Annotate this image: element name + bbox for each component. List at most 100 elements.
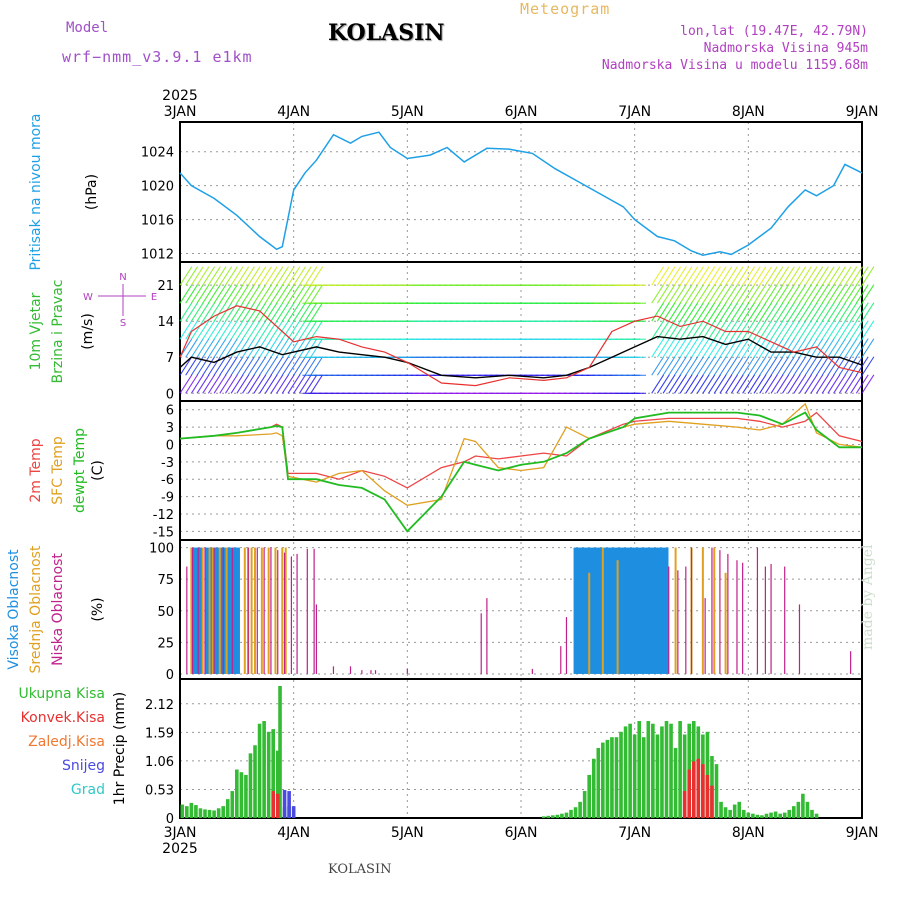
- wind-barb: [259, 374, 272, 394]
- wind-barb: [850, 320, 863, 340]
- cloud-low-bar: [349, 666, 352, 674]
- cloud-high-bar: [664, 547, 669, 674]
- cloud-high-bar: [599, 547, 604, 674]
- y-tick-label: 0: [166, 387, 174, 402]
- wind-barb: [827, 374, 841, 394]
- wind-barb: [298, 320, 312, 340]
- precip-total-bar: [253, 745, 257, 818]
- cloud-mid-bar: [724, 572, 727, 674]
- wind-barb: [787, 302, 801, 322]
- wind-barb: [207, 320, 221, 340]
- wind-barb: [685, 338, 699, 358]
- cloud-mid-bar: [208, 547, 211, 674]
- wind-barb: [696, 374, 710, 394]
- wind-barb: [247, 302, 261, 322]
- wind-barb: [827, 356, 841, 376]
- precip-conv-bar: [682, 791, 687, 818]
- cloud-high-bar: [633, 547, 638, 674]
- wind-barb: [804, 302, 818, 322]
- wind-barb: [253, 266, 267, 286]
- cloud-low-bar: [296, 553, 298, 674]
- top-day-label: 3JAN: [164, 104, 197, 120]
- wind-barb: [696, 284, 710, 304]
- precip-total-bar: [225, 799, 230, 818]
- wind-barb: [264, 284, 278, 304]
- wind-barb: [764, 302, 778, 322]
- precip-conv-bar: [710, 785, 714, 818]
- wind-barb: [770, 320, 784, 340]
- precip-total-bar: [560, 813, 564, 818]
- wind-barb: [816, 284, 829, 304]
- wind-barb: [190, 320, 204, 340]
- wind-barb: [770, 266, 784, 286]
- wind-barb: [213, 302, 227, 322]
- wind-barb: [270, 374, 284, 394]
- wind-barb: [844, 356, 858, 376]
- wind-barb: [799, 374, 812, 394]
- wind-barb: [298, 356, 312, 376]
- wind-barb: [310, 338, 324, 358]
- wind-barb: [781, 284, 795, 304]
- precip-total-bar: [266, 731, 271, 818]
- cloud-low-bar: [770, 564, 772, 674]
- precip-total-bar: [605, 739, 610, 818]
- wind-barb: [730, 302, 744, 322]
- wind-barb: [742, 302, 755, 322]
- wind-barb: [804, 284, 818, 304]
- precip-total-bar: [278, 686, 282, 818]
- wind-barb: [781, 356, 795, 376]
- top-day-label: 6JAN: [505, 104, 538, 120]
- wind-barb: [793, 302, 807, 322]
- cloud-high-bar: [613, 547, 618, 674]
- wind-barb: [196, 356, 210, 376]
- cloud-mid-bar: [190, 547, 193, 674]
- wind-barb: [810, 302, 824, 322]
- y-tick-label: 1.59: [145, 726, 174, 741]
- temp-dewpt-line: [179, 411, 862, 533]
- wind-barb: [264, 320, 278, 340]
- cloud-low-bar: [742, 562, 744, 674]
- compass-w: W: [83, 292, 93, 303]
- precip-total-bar: [787, 809, 792, 818]
- y-tick-label: 1016: [141, 214, 174, 229]
- axis-label: Brzina i Pravac: [50, 280, 66, 384]
- precip-total-bar: [587, 774, 591, 818]
- wind-barb: [702, 338, 716, 358]
- cloud-mid-bar: [274, 547, 277, 674]
- cloud-high-bar: [630, 547, 635, 674]
- wind-barb: [242, 338, 255, 358]
- wind-barb: [668, 320, 682, 340]
- wind-barb: [793, 320, 807, 340]
- cloud-high-bar: [603, 547, 608, 674]
- wind-barb: [685, 374, 699, 394]
- wind-barb: [838, 284, 852, 304]
- wind-barb: [838, 302, 852, 322]
- wind-barb: [293, 284, 307, 304]
- model-version: wrf−nmm_v3.9.1 e1km: [62, 48, 253, 66]
- precip-total-bar: [180, 804, 185, 818]
- wind-barb: [253, 302, 267, 322]
- bottom-day-label: 4JAN: [277, 825, 310, 841]
- cloud-high-bar: [626, 547, 631, 674]
- precip-legend-label: Konvek.Kisa: [21, 710, 105, 726]
- wind-barb: [185, 302, 199, 322]
- cloud-low-bar: [719, 550, 721, 674]
- precip-total-bar: [646, 721, 651, 818]
- wind-barb: [185, 374, 199, 394]
- wind-barb: [861, 338, 875, 358]
- wind-barb: [276, 374, 289, 394]
- wind-barb: [270, 338, 284, 358]
- cloud-high-bar: [208, 547, 213, 674]
- cloud-high-bar: [637, 547, 642, 674]
- cloud-low-bar: [263, 547, 265, 674]
- wind-barb: [298, 266, 312, 286]
- wind-barb: [213, 374, 227, 394]
- precip-conv-bar: [271, 791, 276, 818]
- wind-barb: [304, 302, 318, 322]
- wind-barb: [759, 356, 773, 376]
- wind-barb: [259, 284, 272, 304]
- wind-barb: [230, 356, 244, 376]
- precip-total-bar: [591, 758, 596, 818]
- precip-total-bar: [655, 734, 660, 818]
